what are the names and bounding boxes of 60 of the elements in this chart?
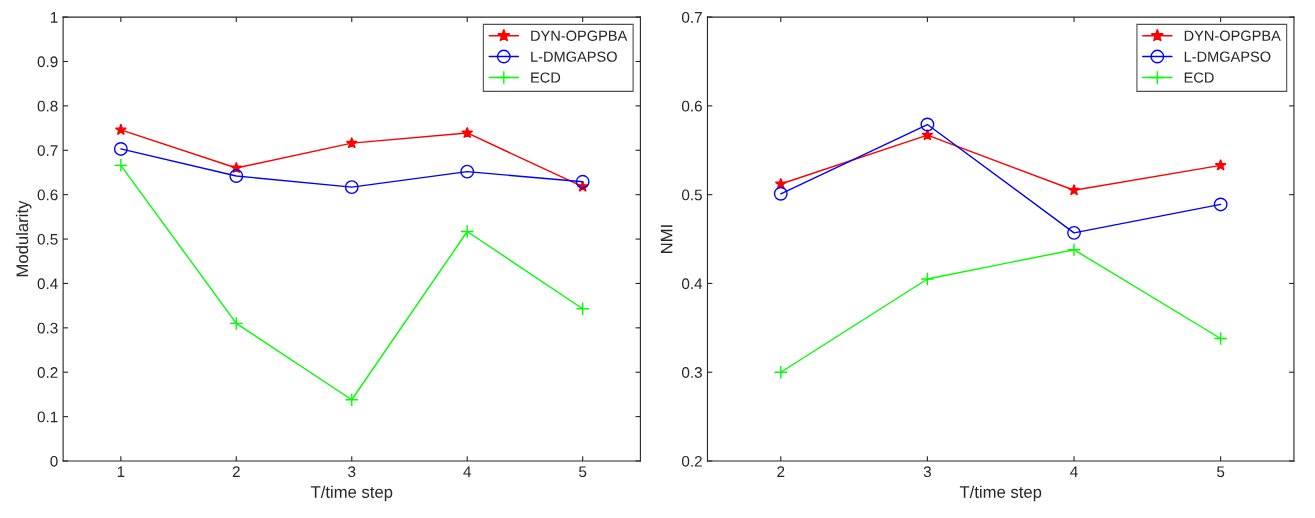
point xyxy=(575,174,590,189)
point xyxy=(1213,331,1228,346)
point xyxy=(920,117,935,132)
legend-label: DYN-OPGPBA xyxy=(1184,30,1281,41)
y-tick-label: 0.8 xyxy=(37,100,58,112)
y-tick-label: 0.3 xyxy=(37,322,58,334)
point xyxy=(920,272,935,286)
y-tick-label: 0.7 xyxy=(37,145,58,156)
y-tick-label: 0.9 xyxy=(37,56,58,68)
legend-label: ECD xyxy=(531,72,561,83)
point xyxy=(229,316,244,331)
legend-label: L-DMGAPSO xyxy=(531,51,617,62)
point xyxy=(113,141,128,156)
point xyxy=(773,186,788,201)
y-tick-label: 0.6 xyxy=(37,189,58,201)
x-tick-label: 5 xyxy=(579,466,587,478)
legend-label: L-DMGAPSO xyxy=(1184,51,1271,62)
x-tick-label: 5 xyxy=(1217,466,1225,478)
y-tick-label: 0.5 xyxy=(681,189,702,201)
x-tick-label: 2 xyxy=(232,466,240,477)
point xyxy=(114,123,127,136)
y-tick-label: 0.4 xyxy=(681,278,703,290)
x-tick-label: 3 xyxy=(348,466,356,478)
point xyxy=(461,126,474,139)
point xyxy=(229,169,244,183)
point xyxy=(1067,225,1081,240)
legend-label: DYN-OPGPBA xyxy=(531,30,628,41)
y-tick-label: 0.3 xyxy=(681,367,702,378)
y-tick-label: 0.2 xyxy=(681,455,702,467)
y-tick-label: 0.4 xyxy=(37,278,58,290)
point xyxy=(1213,197,1228,212)
legend-label: ECD xyxy=(1184,72,1214,83)
point xyxy=(1214,159,1227,171)
point xyxy=(345,136,358,149)
x-tick-label: 4 xyxy=(463,466,472,477)
x-tick-label: 3 xyxy=(923,466,931,478)
y-tick-label: 0.7 xyxy=(681,11,702,23)
y-tick-label: 1 xyxy=(50,12,58,23)
point xyxy=(344,180,359,195)
point xyxy=(1068,183,1081,196)
y-tick-label: 0 xyxy=(50,455,58,467)
point xyxy=(113,158,128,173)
point xyxy=(921,128,934,141)
x-axis-title: T/time step xyxy=(959,485,1042,502)
x-tick-label: 4 xyxy=(1070,466,1078,477)
point xyxy=(1067,242,1081,257)
x-tick-label: 2 xyxy=(777,466,785,477)
x-axis-title: T/time step xyxy=(310,485,393,502)
point xyxy=(773,365,788,380)
y-tick-label: 0.1 xyxy=(37,411,58,423)
y-tick-label: 0.5 xyxy=(37,233,58,245)
point xyxy=(460,224,475,239)
point xyxy=(344,392,359,407)
point xyxy=(460,164,475,179)
y-axis-title: Modularity xyxy=(15,200,32,277)
y-tick-label: 0.2 xyxy=(37,367,58,378)
point xyxy=(575,301,590,316)
y-tick-label: 0.6 xyxy=(681,100,702,112)
x-tick-label: 1 xyxy=(117,466,125,477)
y-axis-title: NMI xyxy=(660,225,673,253)
